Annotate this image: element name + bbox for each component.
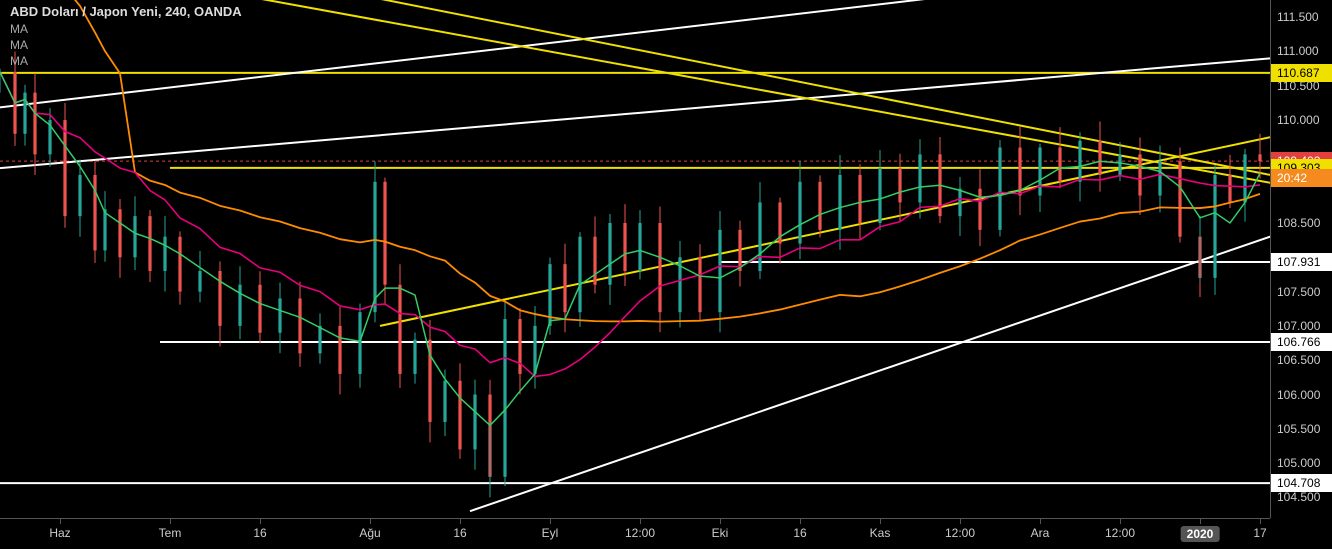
x-tick: Tem [159, 526, 182, 540]
y-tick: 105.000 [1277, 456, 1320, 470]
y-tick: 110.000 [1277, 113, 1320, 127]
price-box: 106.766 [1271, 333, 1332, 351]
x-tick: 17 [1253, 526, 1266, 540]
chart-container: ABD Doları / Japon Yeni, 240, OANDA MA M… [0, 0, 1332, 549]
y-tick: 108.500 [1277, 216, 1320, 230]
x-axis: Haz Tem 16 Ağu 16 Eyl 12:00 Eki 16 Kas 12:00 Ara 12:… [0, 518, 1270, 549]
y-tick: 106.000 [1277, 388, 1320, 402]
y-axis: 104.500 105.000 105.500 106.000 106.500 107.0… [1270, 0, 1332, 518]
y-tick: 107.500 [1277, 285, 1320, 299]
price-box: 104.708 [1271, 474, 1332, 492]
indicator-label-0: MA [10, 22, 28, 36]
y-tick: 111.000 [1277, 44, 1319, 58]
x-tick: 12:00 [945, 526, 975, 540]
x-tick: 12:00 [1105, 526, 1135, 540]
x-tick: Haz [49, 526, 70, 540]
y-tick: 111.500 [1277, 10, 1319, 24]
indicator-label-2: MA [10, 54, 28, 68]
x-tick: Ağu [359, 526, 380, 540]
y-tick: 104.500 [1277, 490, 1320, 504]
price-box: 107.931 [1271, 253, 1332, 271]
x-tick: Kas [870, 526, 891, 540]
countdown-box: 20:42 [1271, 169, 1332, 187]
x-tick: 2020 [1181, 526, 1220, 542]
y-tick: 107.000 [1277, 319, 1320, 333]
x-tick: 16 [793, 526, 806, 540]
indicator-label-1: MA [10, 38, 28, 52]
x-tick: 16 [453, 526, 466, 540]
chart-svg [0, 0, 1270, 518]
x-tick: 12:00 [625, 526, 655, 540]
plot-area[interactable]: ABD Doları / Japon Yeni, 240, OANDA MA M… [0, 0, 1270, 518]
x-tick: Eyl [542, 526, 559, 540]
price-box: 110.687 [1271, 64, 1332, 82]
y-tick: 106.500 [1277, 353, 1320, 367]
y-tick: 105.500 [1277, 422, 1320, 436]
x-tick: 16 [253, 526, 266, 540]
x-tick: Eki [712, 526, 729, 540]
chart-title: ABD Doları / Japon Yeni, 240, OANDA [10, 4, 242, 19]
x-tick: Ara [1031, 526, 1050, 540]
